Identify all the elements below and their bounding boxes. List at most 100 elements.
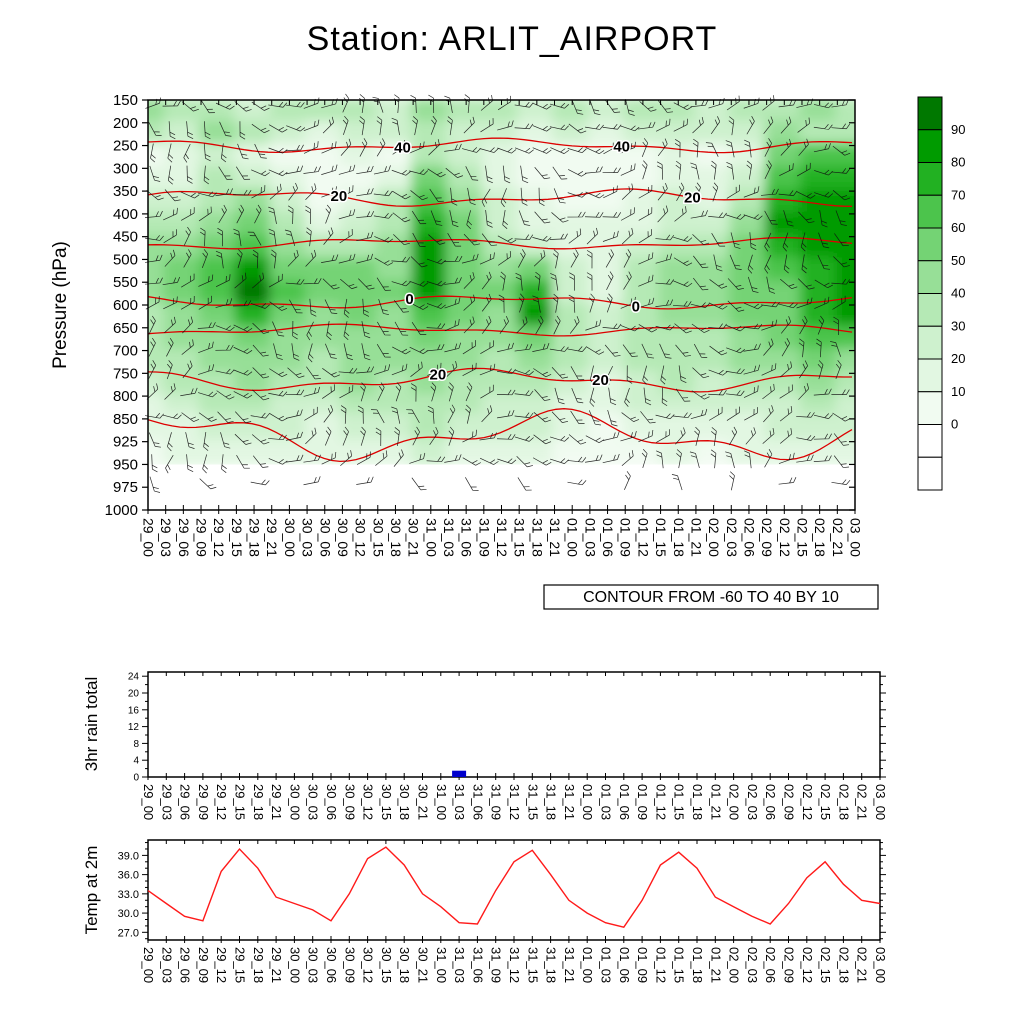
- wind-barb: [430, 115, 437, 135]
- wind-barb: [800, 232, 807, 252]
- wind-barb: [796, 297, 813, 309]
- humidity-shading: [148, 100, 855, 465]
- wind-barb: [675, 388, 691, 402]
- time-tick-label: 29_09: [194, 518, 210, 557]
- wind-barb: [814, 191, 834, 198]
- wind-barb: [148, 360, 157, 379]
- wind-barb: [215, 188, 233, 197]
- wind-barb: [725, 390, 745, 396]
- humidity-cell: [148, 234, 168, 262]
- wind-barb: [620, 207, 635, 221]
- time-tick-label: 31_15: [512, 518, 528, 557]
- wind-barb: [532, 102, 552, 110]
- wind-barb: [339, 229, 353, 244]
- wind-barb: [567, 147, 587, 154]
- wind-barb: [642, 365, 648, 385]
- wind-barb: [148, 337, 156, 357]
- wind-barb: [624, 387, 630, 407]
- wind-barb: [250, 412, 270, 419]
- wind-barb: [148, 315, 156, 335]
- wind-barb: [392, 140, 406, 155]
- wind-barb: [746, 116, 755, 135]
- wind-barb: [726, 162, 735, 180]
- pressure-axis-label: Pressure (hPa): [50, 241, 71, 369]
- wind-barb: [778, 452, 795, 464]
- wind-barb: [447, 232, 462, 247]
- wind-barb: [303, 166, 321, 174]
- wind-barb: [761, 363, 777, 376]
- wind-barb: [691, 323, 710, 333]
- wind-barb: [215, 325, 235, 332]
- wind-barb: [373, 190, 393, 197]
- wind-barb: [602, 431, 620, 441]
- wind-barb: [198, 391, 218, 398]
- wind-barb: [305, 249, 317, 267]
- time-tick-label: 30_06: [324, 784, 339, 820]
- wind-barb: [655, 299, 674, 307]
- wind-barb: [463, 233, 481, 246]
- wind-barb: [411, 210, 427, 225]
- wind-barb: [813, 102, 833, 109]
- wind-barb: [362, 298, 370, 317]
- main-frame: 1502002503003504004505005506006507007508…: [105, 92, 864, 557]
- wind-barb: [778, 302, 798, 309]
- humidity-cell: [764, 166, 804, 194]
- wind-barb: [693, 343, 708, 358]
- wind-barb: [589, 365, 596, 385]
- wind-barb: [340, 138, 352, 156]
- time-tick-label: 29_06: [178, 784, 193, 820]
- wind-barb: [660, 365, 667, 385]
- wind-barb: [514, 101, 534, 108]
- wind-barb: [164, 189, 181, 202]
- wind-barb: [203, 165, 210, 185]
- wind-barb: [604, 344, 621, 357]
- wind-barb: [620, 325, 640, 332]
- plot-frame: [147, 839, 881, 941]
- humidity-cell: [658, 234, 698, 262]
- wind-barb: [247, 231, 262, 246]
- wind-barb: [515, 272, 523, 291]
- humidity-cell: [764, 412, 804, 440]
- wind-barb: [705, 142, 719, 157]
- wind-barb: [412, 426, 420, 446]
- time-tick-label: 31_09: [476, 518, 492, 557]
- wind-barb: [676, 182, 685, 202]
- humidity-cell: [835, 189, 855, 216]
- wind-barb: [376, 116, 383, 136]
- wind-barb: [690, 302, 710, 308]
- humidity-cell: [552, 143, 592, 171]
- time-tick-label: 30_06: [324, 947, 339, 983]
- wind-barb: [533, 250, 546, 267]
- wind-barb: [199, 478, 217, 490]
- time-tick-label: 30_18: [388, 518, 404, 557]
- time-tick-label: 30_18: [397, 784, 412, 820]
- plot-frame: [147, 671, 881, 778]
- colorbar-label: 50: [951, 253, 965, 268]
- wind-barb: [305, 427, 317, 445]
- page-title: Station: ARLIT_AIRPORT: [306, 20, 718, 58]
- wind-barb: [285, 431, 303, 441]
- contour-label: 20: [430, 366, 447, 383]
- time-tick-label: 29_00: [141, 947, 156, 983]
- humidity-cell: [148, 348, 168, 376]
- humidity-cell: [729, 348, 769, 376]
- wind-barb: [496, 389, 516, 396]
- wind-barb: [690, 210, 708, 219]
- wind-barb: [551, 411, 569, 423]
- wind-barb: [232, 189, 252, 196]
- time-tick-label: 31_12: [507, 947, 522, 983]
- time-tick-label: 29_03: [158, 518, 174, 557]
- wind-barb: [813, 124, 833, 130]
- wind-barb: [467, 187, 476, 206]
- wind-barb: [268, 147, 288, 154]
- pressure-tick-label: 300: [113, 160, 138, 177]
- wind-barb: [496, 434, 516, 440]
- time-tick-label: 03_00: [873, 947, 888, 983]
- time-tick-label: 29_18: [251, 947, 266, 983]
- wind-barb: [764, 254, 772, 274]
- humidity-cell: [658, 280, 698, 308]
- wind-barb: [410, 361, 423, 377]
- pressure-tick-label: 850: [113, 411, 138, 428]
- time-tick-label: 02_21: [830, 518, 846, 557]
- time-tick-label: 31_06: [470, 784, 485, 820]
